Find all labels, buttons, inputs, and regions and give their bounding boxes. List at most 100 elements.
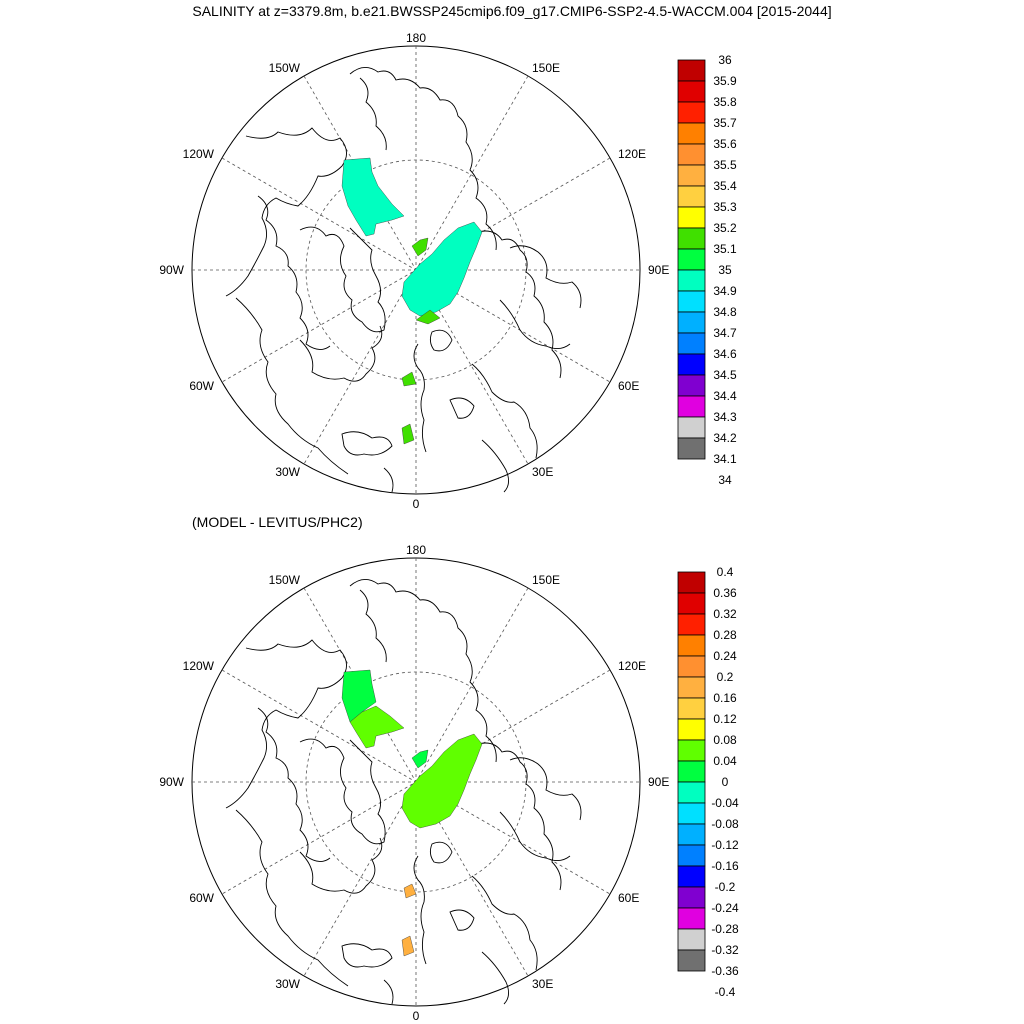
colorbar-bottom-label: 0.12 bbox=[713, 712, 737, 726]
colorbar-bottom-label: 0.28 bbox=[713, 628, 737, 642]
colorbar-bottom-label: 0.2 bbox=[717, 670, 734, 684]
lon-label-60w: 60W bbox=[189, 379, 214, 393]
colorbar-top-box-16 bbox=[677, 395, 706, 418]
lon-label-0: 0 bbox=[413, 497, 420, 511]
colorbar-top-label: 35.6 bbox=[713, 137, 737, 151]
lon-label-90e: 90E bbox=[648, 775, 669, 789]
colorbar-top-box-8 bbox=[677, 227, 706, 250]
lon-label-30e: 30E bbox=[532, 977, 553, 991]
colorbar-bottom-box-11 bbox=[677, 802, 706, 825]
lon-label-150w: 150W bbox=[269, 573, 301, 587]
colorbar-top-box-18 bbox=[677, 437, 706, 460]
field-patch-orange-2 bbox=[401, 935, 415, 957]
lon-labels: 180 150W 150E 120W 120E 90W 90E 60W 60E … bbox=[159, 543, 669, 1023]
map-bottom: 180 150W 150E 120W 120E 90W 90E 60W 60E … bbox=[159, 543, 669, 1023]
colorbar-bottom-label: -0.4 bbox=[715, 985, 736, 999]
colorbar-bottom-label: -0.32 bbox=[711, 943, 739, 957]
colorbar-bottom-label: -0.04 bbox=[711, 796, 739, 810]
field-patch-arctic-green bbox=[341, 669, 377, 723]
colorbar-bottom-label: 0.36 bbox=[713, 586, 737, 600]
colorbar-bottom-box-17 bbox=[677, 928, 706, 951]
colorbar-bottom-label: 0.4 bbox=[717, 565, 734, 579]
colorbar-bottom-box-8 bbox=[677, 739, 706, 762]
difference-field bbox=[341, 669, 483, 957]
figure-title: SALINITY at z=3379.8m, b.e21.BWSSP245cmi… bbox=[192, 3, 832, 19]
colorbar-top-label: 35.5 bbox=[713, 158, 737, 172]
colorbar-bottom-label: 0.04 bbox=[713, 754, 737, 768]
field-patch-arctic bbox=[341, 157, 405, 237]
colorbar-top-box-6 bbox=[677, 185, 706, 208]
colorbar-top-box-0 bbox=[677, 59, 706, 82]
colorbar-bottom-label: 0.32 bbox=[713, 607, 737, 621]
colorbar-top-label: 34.5 bbox=[713, 368, 737, 382]
colorbar-bottom-label: -0.16 bbox=[711, 859, 739, 873]
lon-label-90w: 90W bbox=[159, 775, 184, 789]
field-patch-basin bbox=[401, 733, 483, 829]
colorbar-top-label: 35 bbox=[718, 263, 732, 277]
coastlines bbox=[225, 67, 582, 493]
colorbar-bottom-label: 0.08 bbox=[713, 733, 737, 747]
field-patch-orange-1 bbox=[403, 883, 417, 899]
colorbar-bottom-box-16 bbox=[677, 907, 706, 930]
field-patch-green-4 bbox=[401, 423, 415, 445]
colorbar-top: 36 35.9 35.8 35.7 35.6 35.5 35.4 35.3 35.2 35.1 35… bbox=[677, 53, 737, 487]
colorbar-top-label: 36 bbox=[718, 53, 732, 67]
difference-subtitle: (MODEL - LEVITUS/PHC2) bbox=[192, 514, 363, 530]
lon-label-180: 180 bbox=[406, 543, 426, 557]
colorbar-bottom-box-4 bbox=[677, 655, 706, 678]
colorbar-top-label: 35.8 bbox=[713, 95, 737, 109]
lon-label-120e: 120E bbox=[618, 659, 646, 673]
colorbar-top-box-13 bbox=[677, 332, 706, 355]
lon-label-60w: 60W bbox=[189, 891, 214, 905]
lon-label-30w: 30W bbox=[275, 977, 300, 991]
colorbar-top-box-7 bbox=[677, 206, 706, 229]
colorbar-top-box-1 bbox=[677, 80, 706, 103]
colorbar-bottom-label: -0.2 bbox=[715, 880, 736, 894]
lon-label-0: 0 bbox=[413, 1009, 420, 1023]
colorbar-bottom-box-9 bbox=[677, 760, 706, 783]
colorbar-top-label: 35.4 bbox=[713, 179, 737, 193]
colorbar-top-box-9 bbox=[677, 248, 706, 271]
colorbar-top-label: 34 bbox=[718, 473, 732, 487]
lon-label-30w: 30W bbox=[275, 465, 300, 479]
lon-label-30e: 30E bbox=[532, 465, 553, 479]
lon-label-150e: 150E bbox=[532, 61, 560, 75]
colorbar-bottom-box-5 bbox=[677, 676, 706, 699]
colorbar-bottom-box-6 bbox=[677, 697, 706, 720]
colorbar-bottom-box-3 bbox=[677, 634, 706, 657]
colorbar-top-box-2 bbox=[677, 101, 706, 124]
colorbar-top-label: 34.8 bbox=[713, 305, 737, 319]
colorbar-top-label: 35.9 bbox=[713, 74, 737, 88]
coastlines bbox=[225, 579, 582, 1005]
colorbar-top-box-15 bbox=[677, 374, 706, 397]
colorbar-top-box-3 bbox=[677, 122, 706, 145]
colorbar-top-box-5 bbox=[677, 164, 706, 187]
field-patch-basin bbox=[401, 221, 483, 317]
colorbar-top-box-17 bbox=[677, 416, 706, 439]
lon-labels: 180 150W 150E 120W 120E 90W 90E 60W 60E … bbox=[159, 31, 669, 511]
colorbar-top-label: 34.9 bbox=[713, 284, 737, 298]
field-patch-green-2 bbox=[415, 309, 441, 325]
field-patch-arctic-lime bbox=[349, 705, 405, 749]
map-top: 180 150W 150E 120W 120E 90W 90E 60W 60E … bbox=[159, 31, 669, 511]
lon-label-120w: 120W bbox=[183, 147, 215, 161]
colorbar-bottom: 0.4 0.36 0.32 0.28 0.24 0.2 0.16 0.12 0.08 0.04 0 -… bbox=[677, 565, 739, 999]
colorbar-bottom-label: -0.08 bbox=[711, 817, 739, 831]
colorbar-bottom-label: 0.16 bbox=[713, 691, 737, 705]
colorbar-top-box-4 bbox=[677, 143, 706, 166]
colorbar-bottom-box-14 bbox=[677, 865, 706, 888]
field-patch-green-1 bbox=[411, 237, 429, 257]
lon-label-180: 180 bbox=[406, 31, 426, 45]
field-patch-green-1 bbox=[411, 749, 429, 769]
colorbar-bottom-label: 0.24 bbox=[713, 649, 737, 663]
lon-label-90w: 90W bbox=[159, 263, 184, 277]
colorbar-top-label: 34.3 bbox=[713, 410, 737, 424]
colorbar-bottom-box-0 bbox=[677, 571, 706, 594]
lon-label-150e: 150E bbox=[532, 573, 560, 587]
lon-label-60e: 60E bbox=[618, 891, 639, 905]
colorbar-top-label: 34.4 bbox=[713, 389, 737, 403]
colorbar-bottom-label: -0.12 bbox=[711, 838, 739, 852]
lon-label-120e: 120E bbox=[618, 147, 646, 161]
colorbar-bottom-label: -0.28 bbox=[711, 922, 739, 936]
field-patch-green-3 bbox=[401, 371, 417, 387]
